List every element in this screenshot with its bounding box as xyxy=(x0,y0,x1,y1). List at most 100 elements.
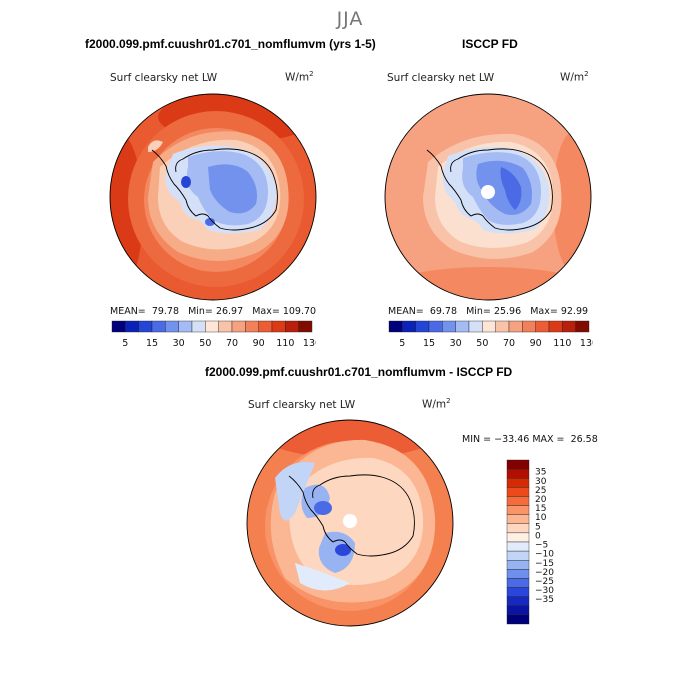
diff-colorbar-swatch xyxy=(506,523,530,534)
ice-mid xyxy=(208,164,257,214)
diff-colorbar-label: 25 xyxy=(535,486,546,496)
colorbar-swatch xyxy=(151,320,166,333)
diff-colorbar-label: 0 xyxy=(535,531,541,541)
coast-speck xyxy=(148,140,163,152)
antarctica-coastline xyxy=(151,148,278,231)
panel-2-map xyxy=(384,93,592,301)
map-border xyxy=(246,419,454,627)
colorbar-swatch xyxy=(548,320,563,333)
diff-colorbar-swatch xyxy=(506,496,530,506)
colorbar-swatch xyxy=(482,320,496,333)
colorbar-tick-label: 110 xyxy=(553,338,571,349)
pole-hole xyxy=(343,514,357,528)
panel-2-stats: MEAN= 69.78 Min= 25.96 Max= 92.99 xyxy=(388,306,589,317)
diff-colorbar-swatch xyxy=(506,459,530,470)
diff-colorbar-swatch xyxy=(506,505,530,515)
diff-colorbar-label: −20 xyxy=(535,568,554,578)
colorbar-swatch xyxy=(125,320,139,333)
colorbar-swatch xyxy=(562,320,576,333)
colorbar-swatch xyxy=(522,320,536,333)
ice-core-peninsula xyxy=(181,176,191,188)
colorbar-swatch xyxy=(455,320,470,333)
diff-colorbar-swatch xyxy=(506,532,530,543)
diff-panel-units: W/m2 xyxy=(422,397,451,411)
colorbar-tick-label: 5 xyxy=(122,338,128,349)
ice-light-south xyxy=(295,563,350,591)
colorbar-swatch xyxy=(138,320,153,333)
ice-negative-west xyxy=(275,462,315,521)
colorbar-swatch xyxy=(111,320,126,333)
diff-colorbar-swatch xyxy=(506,587,530,597)
colorbar-tick-label: 15 xyxy=(146,338,158,349)
diff-colorbar-swatch xyxy=(506,478,530,488)
diff-colorbar-swatch xyxy=(506,614,530,625)
diff-colorbar-swatch xyxy=(506,569,530,579)
diff-colorbar-label: −10 xyxy=(535,550,554,560)
colorbar-tick-label: 50 xyxy=(476,338,488,349)
colorbar-swatch xyxy=(245,320,259,333)
diff-colorbar-swatch xyxy=(506,560,530,570)
colorbar-tick-label: 15 xyxy=(423,338,435,349)
panel-2-colorbar: 5 15 30 50 70 90 110 130 xyxy=(388,320,593,349)
map-border xyxy=(109,93,317,301)
diff-panel-variable: Surf clearsky net LW xyxy=(248,399,356,411)
diff-panel-heading: f2000.099.pmf.cuushr01.c701_nomflumvm - … xyxy=(205,365,513,379)
diff-colorbar-swatch xyxy=(506,487,530,497)
colorbar-swatch xyxy=(535,320,550,333)
diff-colorbar-label: 20 xyxy=(535,495,547,505)
colorbar-tick-label: 130 xyxy=(303,338,316,349)
ice-deep xyxy=(500,167,522,210)
colorbar-swatch xyxy=(415,320,430,333)
diff-colorbar-swatch xyxy=(506,514,530,524)
panel-1-colorbar: 5 15 30 50 70 90 110 130 xyxy=(111,320,316,349)
diff-colorbar-label: 5 xyxy=(535,522,541,532)
diff-colorbar-swatch xyxy=(506,578,530,588)
diff-colorbar-label: 10 xyxy=(535,513,547,523)
diff-colorbar-label: 30 xyxy=(535,477,547,487)
colorbar-tick-label: 5 xyxy=(399,338,405,349)
panel-1-map xyxy=(109,93,317,301)
diff-colorbar-label: −25 xyxy=(535,577,554,587)
colorbar-swatch xyxy=(402,320,416,333)
colorbar-swatch xyxy=(191,320,206,333)
diff-colorbar-label: 35 xyxy=(535,468,546,478)
panel-1-stats: MEAN= 79.78 Min= 26.97 Max= 109.70 xyxy=(110,306,317,317)
page-title: JJA xyxy=(336,8,364,30)
colorbar-swatch xyxy=(218,320,233,333)
diff-colorbar-swatch xyxy=(506,541,530,552)
diff-colorbar-swatch xyxy=(506,468,530,479)
colorbar-tick-label: 30 xyxy=(173,338,185,349)
colorbar-swatch xyxy=(231,320,246,333)
ice-deep-ross xyxy=(335,544,351,556)
diff-panel-map xyxy=(246,419,454,627)
diff-panel-minmax: MIN = −33.46 MAX = 26.58 xyxy=(462,434,598,445)
colorbar-swatch xyxy=(178,320,193,333)
panel-1-variable: Surf clearsky net LW xyxy=(110,72,218,84)
colorbar-tick-label: 70 xyxy=(226,338,238,349)
diff-colorbar-swatch xyxy=(506,596,530,606)
colorbar-swatch xyxy=(575,320,590,333)
ocean-mid-band xyxy=(385,267,591,300)
colorbar-swatch xyxy=(388,320,403,333)
panel-2-heading: ISCCP FD xyxy=(462,37,518,51)
diff-colorbar-swatch xyxy=(506,550,530,561)
diff-colorbar-label: −5 xyxy=(535,541,548,551)
colorbar-swatch xyxy=(468,320,483,333)
colorbar-swatch xyxy=(285,320,299,333)
colorbar-swatch xyxy=(442,320,456,333)
pole-hole xyxy=(481,185,495,199)
diff-colorbar-label: −30 xyxy=(535,586,554,596)
diff-colorbar-label: −35 xyxy=(535,595,554,605)
colorbar-swatch xyxy=(258,320,273,333)
colorbar-swatch xyxy=(205,320,219,333)
colorbar-tick-label: 90 xyxy=(530,338,542,349)
colorbar-tick-label: 50 xyxy=(199,338,211,349)
colorbar-swatch xyxy=(495,320,510,333)
panel-1-heading: f2000.099.pmf.cuushr01.c701_nomflumvm (y… xyxy=(85,37,376,51)
panel-1-units: W/m2 xyxy=(285,70,314,84)
colorbar-swatch xyxy=(298,320,313,333)
diff-colorbar-label: 15 xyxy=(535,504,546,514)
colorbar-swatch xyxy=(428,320,443,333)
ice-core-rossshelf xyxy=(205,218,215,226)
